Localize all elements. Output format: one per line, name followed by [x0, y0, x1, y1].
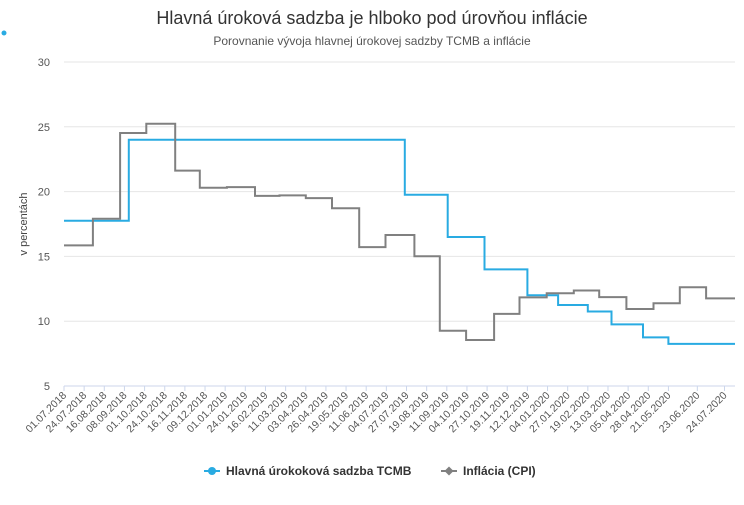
series-line-0[interactable] [64, 138, 735, 345]
legend-circle-icon [208, 467, 216, 475]
legend-item-0[interactable]: Hlavná úrokoková sadzba TCMB [204, 464, 412, 478]
chart-title: Hlavná úroková sadzba je hlboko pod úrov… [156, 8, 587, 28]
legend-label[interactable]: Hlavná úrokoková sadzba TCMB [226, 464, 412, 478]
y-tick-label: 10 [38, 316, 50, 328]
context-dot-icon[interactable] [1, 30, 7, 36]
y-tick-label: 20 [38, 187, 50, 199]
y-axis-title: v percentách [18, 193, 30, 256]
legend-diamond-icon [444, 466, 454, 476]
legend-item-1[interactable]: Inflácia (CPI) [441, 464, 536, 478]
y-tick-label: 5 [44, 381, 50, 393]
y-axis-ticks: 5 10 15 20 25 30 [38, 57, 50, 393]
series-line-1[interactable] [64, 122, 735, 341]
x-axis-ticks: 01.07.201824.07.201816.08.201808.09.2018… [23, 386, 730, 435]
y-tick-label: 25 [38, 122, 50, 134]
legend-label[interactable]: Inflácia (CPI) [463, 464, 536, 478]
series-layer [64, 122, 735, 345]
chart-subtitle: Porovnanie vývoja hlavnej úrokovej sadzb… [213, 34, 531, 48]
legend[interactable]: Hlavná úrokoková sadzba TCMB Inflácia (CP… [204, 464, 536, 478]
y-tick-label: 30 [38, 57, 50, 69]
y-tick-label: 15 [38, 251, 50, 263]
grid-lines [64, 61, 735, 387]
